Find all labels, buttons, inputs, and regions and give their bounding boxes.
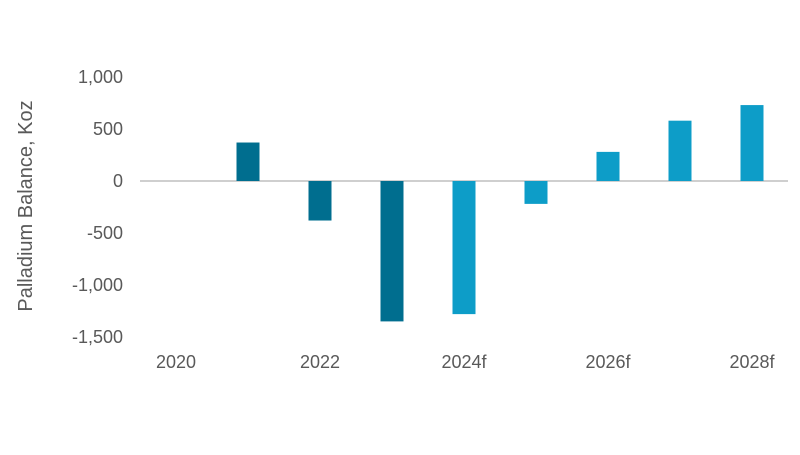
y-tick-label: 500 xyxy=(93,119,123,139)
bar-2022 xyxy=(308,181,332,221)
y-tick-label: 0 xyxy=(113,171,123,191)
y-axis-title: Palladium Balance, Koz xyxy=(15,100,37,311)
x-tick-label: 2022 xyxy=(300,352,340,372)
bar-2027f xyxy=(668,120,692,181)
y-tick-label: 1,000 xyxy=(78,67,123,87)
y-tick-label: -1,500 xyxy=(72,327,123,347)
x-tick-label: 2028f xyxy=(729,352,775,372)
bar-2025f xyxy=(524,181,548,204)
y-tick-label: -1,000 xyxy=(72,275,123,295)
bar-2026f xyxy=(596,151,620,181)
bar-2021 xyxy=(236,142,260,181)
bar-2028f xyxy=(740,105,764,181)
x-tick-label: 2024f xyxy=(441,352,487,372)
y-axis-ticks: 1,000 500 0 -500 -1,000 -1,500 xyxy=(72,67,123,347)
x-tick-label: 2026f xyxy=(585,352,631,372)
y-tick-label: -500 xyxy=(87,223,123,243)
bars-group xyxy=(236,105,764,322)
x-tick-label: 2020 xyxy=(156,352,196,372)
bar-2023 xyxy=(380,181,404,322)
x-axis-ticks: 2020 2022 2024f 2026f 2028f xyxy=(156,352,776,372)
bar-2024f xyxy=(452,181,476,315)
